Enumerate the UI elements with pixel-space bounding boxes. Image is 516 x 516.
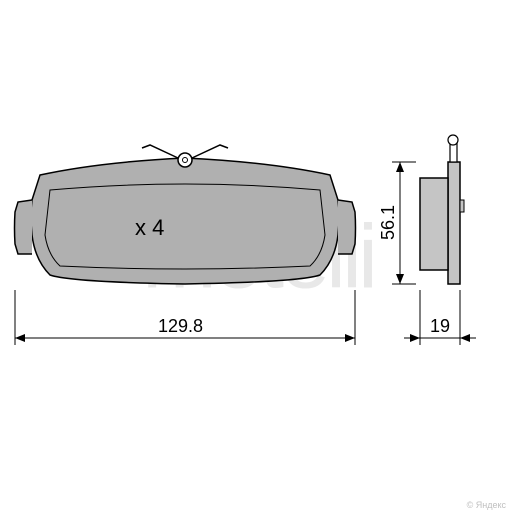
dimension-width: 129.8 [15,290,355,345]
brake-pad-side-view [420,135,464,284]
attribution-text: © Яндекс [467,500,506,510]
side-friction-material [420,178,448,270]
technical-drawing: x 4 129.8 56.1 [0,0,516,516]
pad-ear-left [15,200,33,254]
dimension-height: 56.1 [378,162,416,284]
dimension-width-value: 129.8 [158,316,203,336]
pad-body [31,158,339,284]
pad-ear-right [338,200,356,254]
dimension-thickness-value: 19 [430,316,450,336]
side-clip [448,135,458,162]
dimension-height-value: 56.1 [378,205,398,240]
brake-pad-front-view [15,145,356,284]
side-backing-plate [448,162,460,284]
quantity-label: x 4 [135,215,164,240]
dimension-thickness: 19 [404,290,476,345]
